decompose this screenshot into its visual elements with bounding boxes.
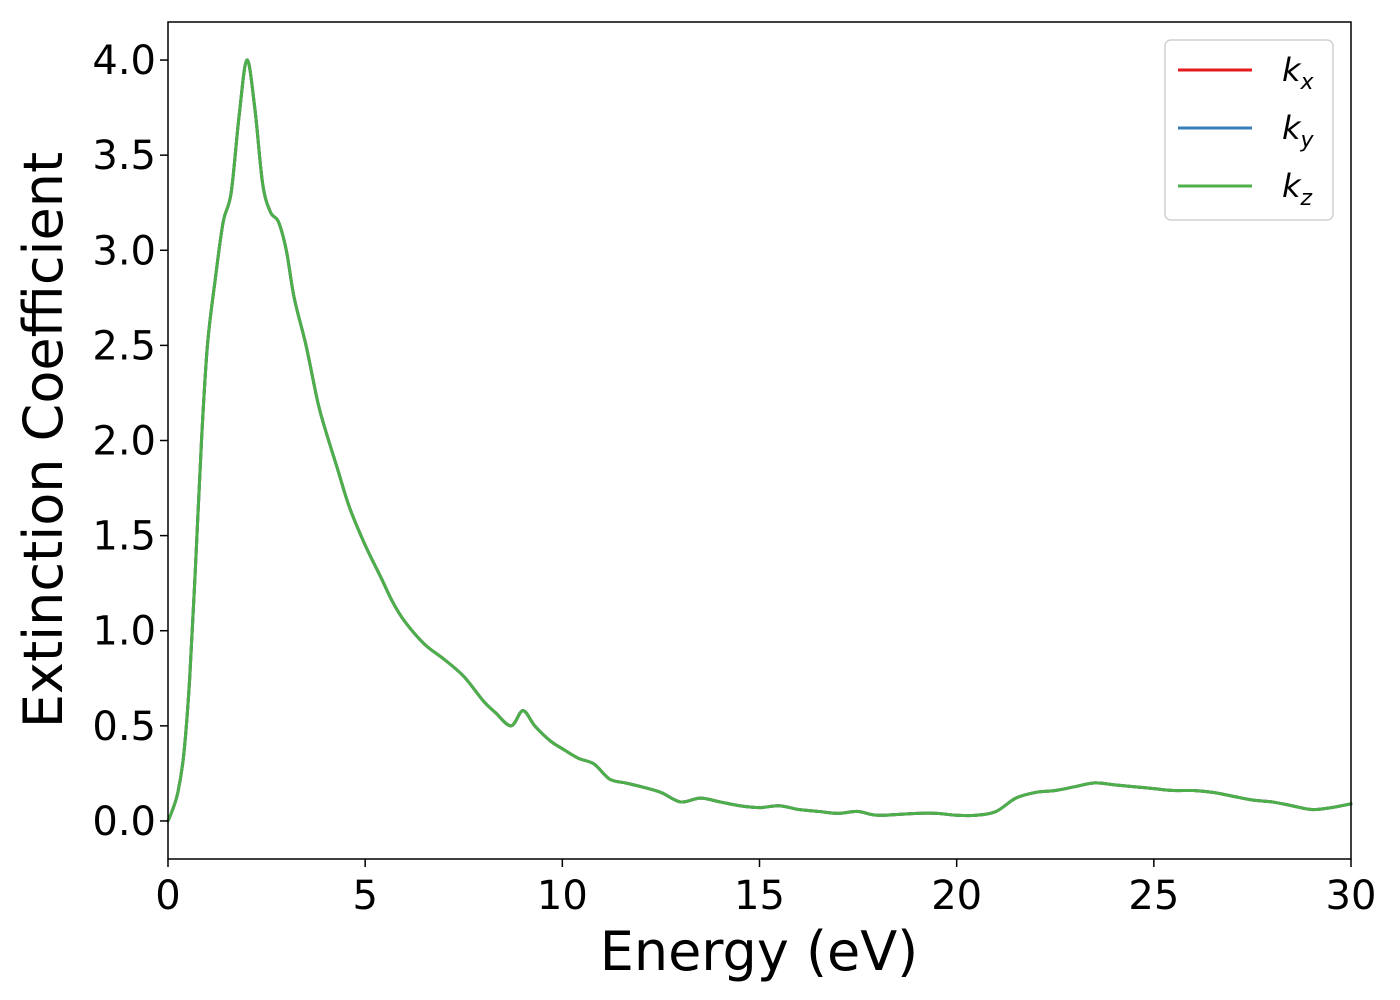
legend-label-base: k: [1282, 109, 1302, 147]
series-layer: [166, 58, 1353, 823]
legend-label-y: ky: [1282, 109, 1315, 153]
x-tick-label: 10: [537, 873, 588, 919]
x-tick-label: 0: [155, 873, 180, 919]
legend-label-z: kz: [1282, 167, 1313, 211]
legend-label-base: k: [1282, 51, 1302, 89]
legend-label-subscript: y: [1300, 128, 1315, 153]
x-tick-label: 5: [352, 873, 377, 919]
x-tick-label: 25: [1128, 873, 1179, 919]
y-tick-label: 1.5: [92, 514, 156, 560]
y-axis: 0.0 0.5 1.0 1.5 2.0 2.5 3.0 3.5 4.0: [92, 38, 168, 845]
x-axis: 0 5 10 15 20 25 30: [155, 859, 1376, 919]
y-tick-label: 3.0: [92, 228, 156, 274]
y-tick-label: 0.0: [92, 799, 156, 845]
y-tick-label: 4.0: [92, 38, 156, 84]
legend-label-subscript: z: [1300, 186, 1313, 211]
x-tick-label: 15: [734, 873, 785, 919]
x-tick-label: 20: [931, 873, 982, 919]
y-tick-label: 2.5: [92, 323, 156, 369]
legend-label-x: kx: [1282, 51, 1315, 95]
y-axis-title: Extinction Coefficient: [12, 152, 75, 728]
x-axis-title: Energy (eV): [600, 920, 919, 983]
y-tick-label: 3.5: [92, 133, 156, 179]
y-tick-label: 1.0: [92, 609, 156, 655]
y-tick-label: 0.5: [92, 704, 156, 750]
legend-label-base: k: [1282, 167, 1302, 205]
series-line-z: [166, 58, 1353, 823]
x-tick-label: 30: [1326, 873, 1377, 919]
legend-box: [1164, 39, 1334, 221]
y-tick-label: 2.0: [92, 419, 156, 465]
legend-label-subscript: x: [1300, 70, 1315, 95]
